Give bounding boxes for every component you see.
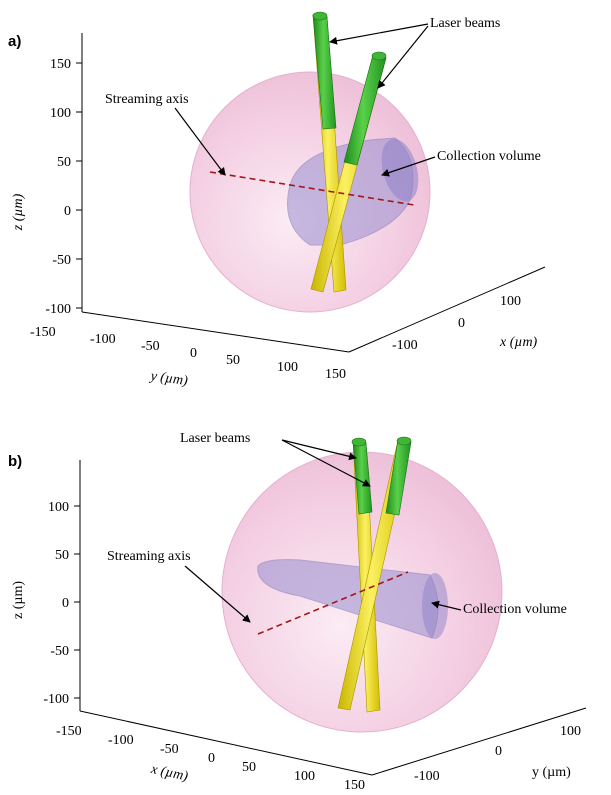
bottom-right-axis-line bbox=[371, 707, 587, 776]
axes-frame bbox=[79, 460, 587, 776]
leader-arrow bbox=[381, 156, 436, 177]
bottom-left-axis-title: x (µm) bbox=[149, 762, 190, 785]
laser-beam-end bbox=[312, 11, 328, 21]
z-tick-label: 0 bbox=[64, 204, 71, 219]
bottom-right-axis-title: x (µm) bbox=[499, 335, 538, 350]
tick-label: 0 bbox=[458, 316, 465, 331]
bottom-left-axis-title: y (µm) bbox=[148, 369, 189, 389]
tick-label: 100 bbox=[500, 294, 521, 309]
bottom-right-axis-line bbox=[348, 266, 546, 353]
streaming-axis-label: Streaming axis bbox=[105, 92, 189, 107]
leader-arrow bbox=[281, 439, 357, 461]
tick-label: 50 bbox=[242, 760, 256, 775]
tick-label: -50 bbox=[160, 742, 179, 757]
streaming-axis-line bbox=[209, 171, 415, 206]
panel-label: a) bbox=[8, 33, 21, 50]
laser-beams-label: Laser beams bbox=[430, 16, 500, 31]
leader-arrow bbox=[431, 600, 462, 611]
z-tick-label: -50 bbox=[50, 644, 69, 659]
tick-label: 0 bbox=[190, 346, 197, 361]
streaming-axis-label: Streaming axis bbox=[107, 549, 191, 564]
z-tick-label: -100 bbox=[45, 302, 71, 317]
leader-arrow bbox=[377, 25, 429, 89]
laser-beams bbox=[337, 436, 412, 713]
tick-label: -100 bbox=[414, 769, 440, 784]
leader-arrow bbox=[281, 439, 371, 487]
annotations: Laser beams Streaming axis Collection vo… bbox=[105, 16, 541, 177]
tick-label: -150 bbox=[30, 325, 56, 340]
tick-label: 100 bbox=[277, 360, 298, 375]
tick-label: -100 bbox=[392, 338, 418, 353]
z-tick-label: -100 bbox=[43, 692, 69, 707]
tick-label: 150 bbox=[325, 367, 346, 382]
bottom-right-axis-ticks: -100 0 100 y (µm) bbox=[414, 724, 581, 784]
tick-label: -100 bbox=[90, 332, 116, 347]
bottom-left-axis-line bbox=[81, 311, 350, 353]
tick-label: -50 bbox=[141, 339, 160, 354]
laser-beams bbox=[310, 11, 387, 293]
tick-label: 0 bbox=[495, 744, 502, 759]
leader-arrow bbox=[184, 565, 251, 623]
bottom-left-axis-ticks: -150 -100 -50 0 50 100 150 x (µm) bbox=[56, 724, 365, 793]
tick-label: -150 bbox=[56, 724, 82, 739]
laser-beam-end bbox=[351, 437, 367, 447]
z-tick-label: 50 bbox=[57, 155, 71, 170]
z-tick-label: 100 bbox=[50, 106, 71, 121]
tick-label: 50 bbox=[226, 353, 240, 368]
leader-arrow bbox=[174, 107, 226, 176]
annotations: Laser beams Streaming axis Collection vo… bbox=[107, 431, 567, 623]
z-axis-ticks: 100 50 0 -50 -100 z (µm) bbox=[11, 500, 80, 707]
streaming-axis-line bbox=[257, 571, 409, 635]
z-tick-label: 150 bbox=[50, 57, 71, 72]
z-axis-title: z (µm) bbox=[11, 581, 26, 619]
laser-beam-end bbox=[371, 51, 387, 61]
z-tick-label: 0 bbox=[62, 596, 69, 611]
z-axis-ticks: 150 100 50 0 -50 -100 z (µm) bbox=[11, 57, 82, 317]
z-tick-label: 100 bbox=[48, 500, 69, 515]
panel-label: b) bbox=[8, 453, 22, 470]
z-tick-label: 50 bbox=[55, 548, 69, 563]
tick-label: -100 bbox=[108, 733, 134, 748]
tick-label: 150 bbox=[344, 778, 365, 793]
collection-volume-label: Collection volume bbox=[437, 149, 541, 164]
bottom-right-axis-title: y (µm) bbox=[532, 765, 571, 780]
z-axis-title: z (µm) bbox=[11, 193, 26, 231]
collection-volume-label: Collection volume bbox=[463, 602, 567, 617]
bottom-left-axis-ticks: -150 -100 -50 0 50 100 150 y (µm) bbox=[30, 325, 346, 389]
axes-frame bbox=[81, 33, 546, 353]
panel-a: a) 150 100 50 0 -50 -100 z (µm) -150 -10 bbox=[8, 11, 546, 389]
tick-label: 100 bbox=[560, 724, 581, 739]
tick-label: 0 bbox=[208, 751, 215, 766]
z-tick-label: -50 bbox=[52, 253, 71, 268]
tick-label: 100 bbox=[294, 769, 315, 784]
panel-b: b) 100 50 0 -50 -100 z (µm) -150 -100 -5… bbox=[8, 431, 587, 793]
laser-beams-label: Laser beams bbox=[180, 431, 250, 446]
bottom-right-axis-ticks: -100 0 100 x (µm) bbox=[392, 294, 538, 353]
bottom-left-axis-line bbox=[79, 710, 373, 776]
laser-beam-end bbox=[396, 436, 412, 446]
leader-arrow bbox=[329, 23, 429, 45]
